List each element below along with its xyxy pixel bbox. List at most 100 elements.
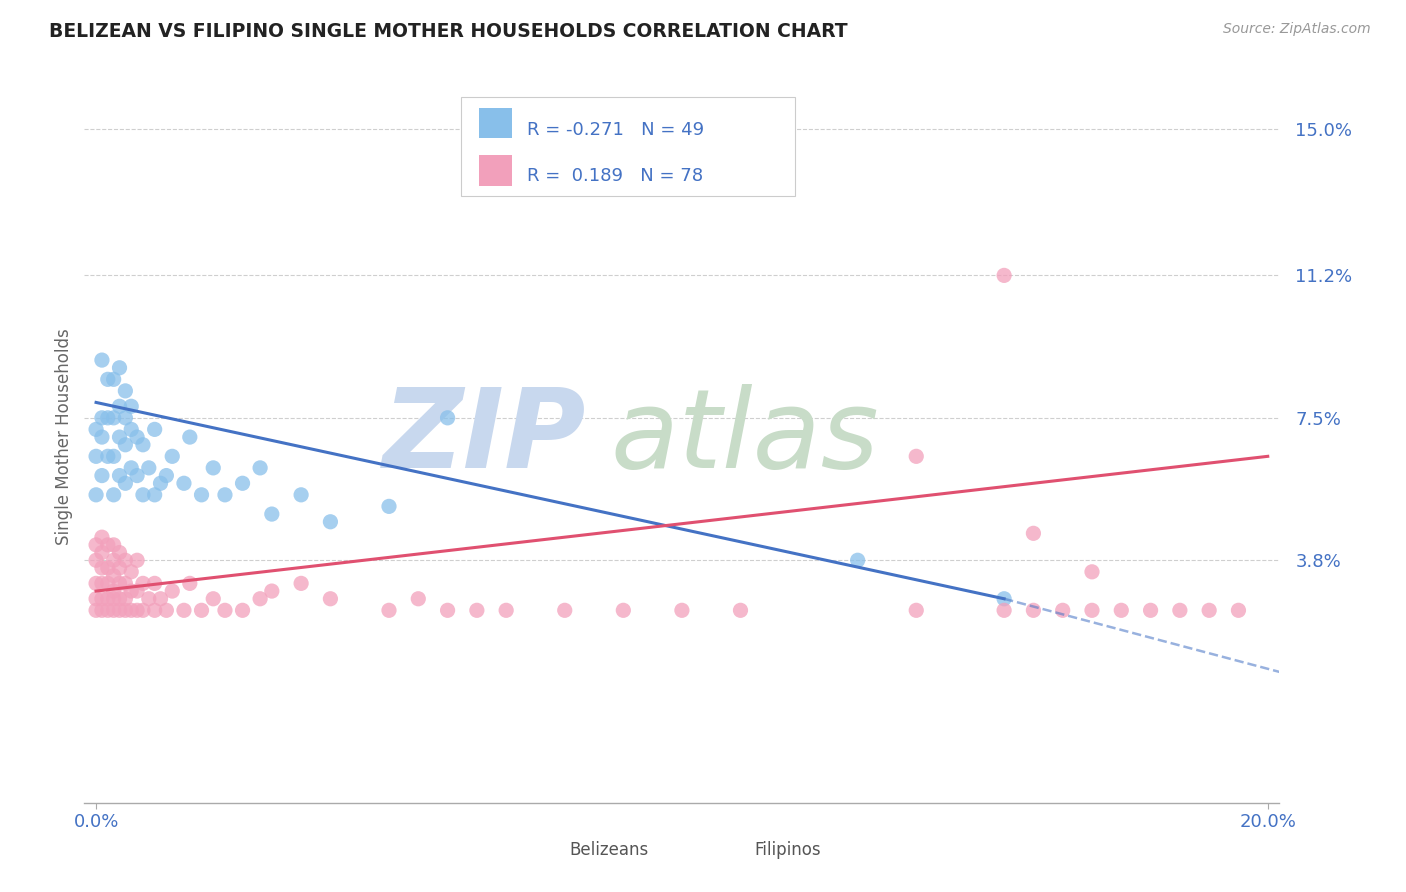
- Point: [120, 584, 142, 599]
- Point: [84, 591, 107, 606]
- Point: [90, 430, 114, 444]
- Point: [1081, 565, 1104, 579]
- Point: [993, 603, 1015, 617]
- Point: [436, 603, 458, 617]
- Text: atlas: atlas: [610, 384, 879, 491]
- Point: [465, 603, 488, 617]
- Point: [97, 538, 120, 552]
- Point: [90, 603, 114, 617]
- Point: [108, 430, 131, 444]
- Point: [905, 450, 928, 464]
- Point: [103, 410, 125, 425]
- Point: [97, 603, 120, 617]
- Point: [214, 603, 236, 617]
- Point: [1198, 603, 1220, 617]
- Point: [202, 591, 225, 606]
- Point: [114, 553, 136, 567]
- Point: [1139, 603, 1161, 617]
- Y-axis label: Single Mother Households: Single Mother Households: [55, 329, 73, 545]
- Point: [103, 450, 125, 464]
- Point: [1227, 603, 1250, 617]
- Point: [114, 438, 136, 452]
- Point: [108, 360, 131, 375]
- Point: [127, 553, 149, 567]
- Point: [108, 561, 131, 575]
- Point: [127, 468, 149, 483]
- Point: [173, 603, 195, 617]
- Point: [155, 603, 177, 617]
- Point: [90, 545, 114, 559]
- Point: [179, 576, 201, 591]
- Point: [120, 399, 142, 413]
- Point: [231, 476, 254, 491]
- Text: R = -0.271   N = 49: R = -0.271 N = 49: [527, 120, 703, 138]
- Point: [97, 372, 120, 386]
- Point: [231, 603, 254, 617]
- Point: [612, 603, 634, 617]
- Point: [127, 584, 149, 599]
- Point: [249, 591, 271, 606]
- Point: [90, 591, 114, 606]
- Point: [319, 515, 342, 529]
- Point: [190, 603, 212, 617]
- Point: [319, 591, 342, 606]
- Point: [436, 410, 458, 425]
- Point: [108, 468, 131, 483]
- Point: [103, 553, 125, 567]
- Point: [103, 538, 125, 552]
- Point: [132, 576, 155, 591]
- Text: Filipinos: Filipinos: [755, 841, 821, 859]
- Point: [84, 553, 107, 567]
- Point: [378, 500, 401, 514]
- Point: [114, 591, 136, 606]
- FancyBboxPatch shape: [461, 97, 796, 195]
- Point: [90, 353, 114, 368]
- Point: [103, 603, 125, 617]
- Text: Belizeans: Belizeans: [569, 841, 648, 859]
- Point: [138, 461, 160, 475]
- Point: [149, 591, 172, 606]
- Point: [103, 372, 125, 386]
- Point: [108, 545, 131, 559]
- Point: [103, 584, 125, 599]
- Point: [249, 461, 271, 475]
- Point: [905, 603, 928, 617]
- FancyBboxPatch shape: [479, 108, 512, 138]
- Text: BELIZEAN VS FILIPINO SINGLE MOTHER HOUSEHOLDS CORRELATION CHART: BELIZEAN VS FILIPINO SINGLE MOTHER HOUSE…: [49, 22, 848, 41]
- Point: [143, 603, 166, 617]
- Point: [162, 584, 183, 599]
- Point: [1168, 603, 1191, 617]
- Point: [290, 576, 312, 591]
- Point: [120, 565, 142, 579]
- FancyBboxPatch shape: [479, 155, 512, 186]
- Point: [97, 450, 120, 464]
- Point: [97, 591, 120, 606]
- Point: [408, 591, 430, 606]
- Point: [993, 268, 1015, 283]
- Point: [162, 450, 183, 464]
- Point: [108, 399, 131, 413]
- Point: [114, 384, 136, 398]
- Point: [846, 553, 869, 567]
- Point: [1052, 603, 1074, 617]
- Point: [97, 561, 120, 575]
- Point: [114, 410, 136, 425]
- Point: [103, 488, 125, 502]
- Point: [114, 603, 136, 617]
- Point: [149, 476, 172, 491]
- Point: [132, 488, 155, 502]
- Point: [127, 430, 149, 444]
- Point: [1081, 603, 1104, 617]
- Point: [143, 488, 166, 502]
- Point: [120, 422, 142, 436]
- Point: [108, 576, 131, 591]
- Point: [495, 603, 517, 617]
- Text: ZIP: ZIP: [382, 384, 586, 491]
- FancyBboxPatch shape: [538, 841, 565, 862]
- Point: [1111, 603, 1133, 617]
- Point: [190, 488, 212, 502]
- Point: [143, 422, 166, 436]
- Point: [90, 530, 114, 544]
- Point: [202, 461, 225, 475]
- Point: [120, 603, 142, 617]
